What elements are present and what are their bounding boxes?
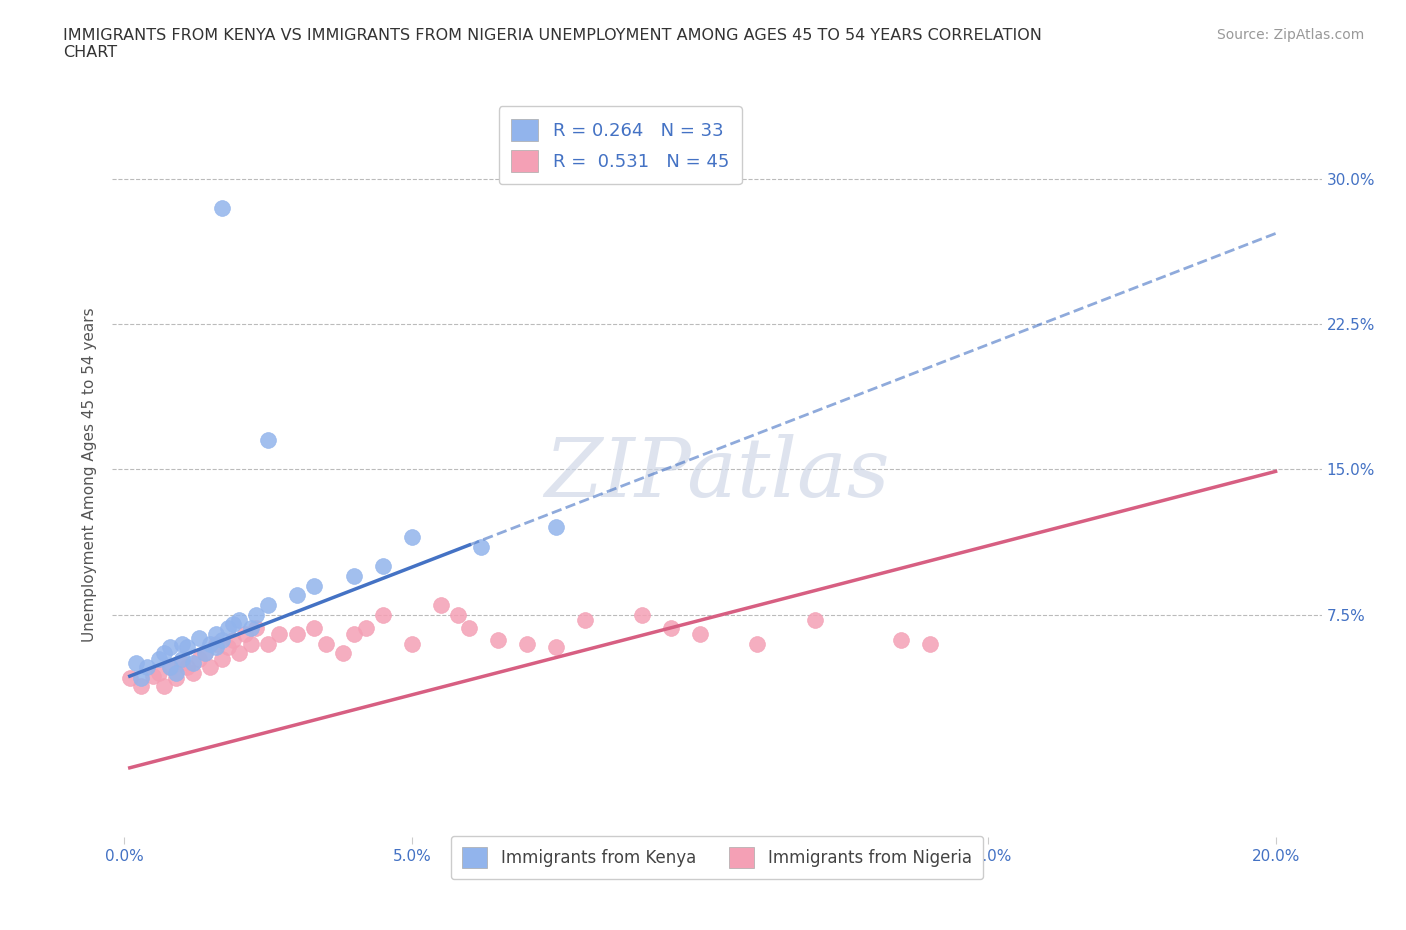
Point bbox=[153, 679, 176, 694]
Y-axis label: Unemployment Among Ages 45 to 54 years: Unemployment Among Ages 45 to 54 years bbox=[82, 307, 97, 642]
Point bbox=[233, 627, 256, 642]
Point bbox=[118, 671, 141, 685]
Point bbox=[211, 652, 233, 667]
Point bbox=[447, 607, 470, 622]
Point bbox=[371, 607, 394, 622]
Point bbox=[129, 671, 152, 685]
Point bbox=[343, 568, 366, 583]
Text: ZIPatlas: ZIPatlas bbox=[544, 434, 890, 514]
Point bbox=[142, 669, 165, 684]
Point bbox=[269, 627, 291, 642]
Point bbox=[429, 597, 451, 612]
Point bbox=[486, 632, 509, 647]
Point bbox=[165, 671, 187, 685]
Point bbox=[257, 597, 280, 612]
Point bbox=[170, 652, 193, 667]
Point bbox=[165, 665, 187, 680]
Point bbox=[574, 613, 596, 628]
Point bbox=[804, 613, 827, 628]
Point bbox=[302, 620, 325, 635]
Point bbox=[181, 665, 204, 680]
Point bbox=[211, 632, 233, 647]
Point bbox=[257, 433, 280, 448]
Point bbox=[200, 659, 222, 674]
Point bbox=[200, 636, 222, 651]
Point bbox=[148, 665, 170, 680]
Point bbox=[187, 631, 209, 645]
Point bbox=[228, 613, 250, 628]
Text: IMMIGRANTS FROM KENYA VS IMMIGRANTS FROM NIGERIA UNEMPLOYMENT AMONG AGES 45 TO 5: IMMIGRANTS FROM KENYA VS IMMIGRANTS FROM… bbox=[63, 28, 1042, 60]
Point bbox=[187, 652, 209, 667]
Point bbox=[170, 656, 193, 671]
Point bbox=[205, 636, 228, 651]
Point bbox=[217, 620, 239, 635]
Point bbox=[222, 617, 245, 631]
Point bbox=[354, 620, 377, 635]
Point bbox=[747, 636, 769, 651]
Point bbox=[129, 679, 152, 694]
Point bbox=[124, 656, 146, 671]
Point bbox=[239, 620, 262, 635]
Point bbox=[544, 520, 567, 535]
Point bbox=[544, 640, 567, 655]
Point bbox=[516, 636, 538, 651]
Point bbox=[315, 636, 337, 651]
Point bbox=[659, 620, 682, 635]
Point bbox=[302, 578, 325, 593]
Point bbox=[205, 627, 228, 642]
Point bbox=[159, 659, 181, 674]
Point bbox=[458, 620, 481, 635]
Point bbox=[136, 659, 159, 674]
Point bbox=[689, 627, 711, 642]
Point bbox=[194, 645, 217, 660]
Point bbox=[148, 652, 170, 667]
Point bbox=[217, 640, 239, 655]
Point bbox=[285, 627, 308, 642]
Point bbox=[170, 636, 193, 651]
Point bbox=[371, 559, 394, 574]
Point bbox=[222, 632, 245, 647]
Point bbox=[181, 656, 204, 671]
Point bbox=[631, 607, 654, 622]
Text: Source: ZipAtlas.com: Source: ZipAtlas.com bbox=[1216, 28, 1364, 42]
Point bbox=[153, 645, 176, 660]
Point bbox=[159, 659, 181, 674]
Point bbox=[245, 607, 267, 622]
Legend: Immigrants from Kenya, Immigrants from Nigeria: Immigrants from Kenya, Immigrants from N… bbox=[451, 836, 983, 880]
Point bbox=[239, 636, 262, 651]
Point bbox=[920, 636, 942, 651]
Point bbox=[211, 201, 233, 216]
Point bbox=[176, 659, 198, 674]
Point bbox=[159, 640, 181, 655]
Point bbox=[205, 640, 228, 655]
Point bbox=[401, 636, 423, 651]
Point bbox=[285, 588, 308, 603]
Point bbox=[194, 645, 217, 660]
Point bbox=[257, 636, 280, 651]
Point bbox=[332, 645, 354, 660]
Point bbox=[890, 632, 912, 647]
Point bbox=[470, 539, 492, 554]
Point bbox=[401, 530, 423, 545]
Point bbox=[228, 645, 250, 660]
Point bbox=[176, 640, 198, 655]
Point bbox=[343, 627, 366, 642]
Point bbox=[245, 620, 267, 635]
